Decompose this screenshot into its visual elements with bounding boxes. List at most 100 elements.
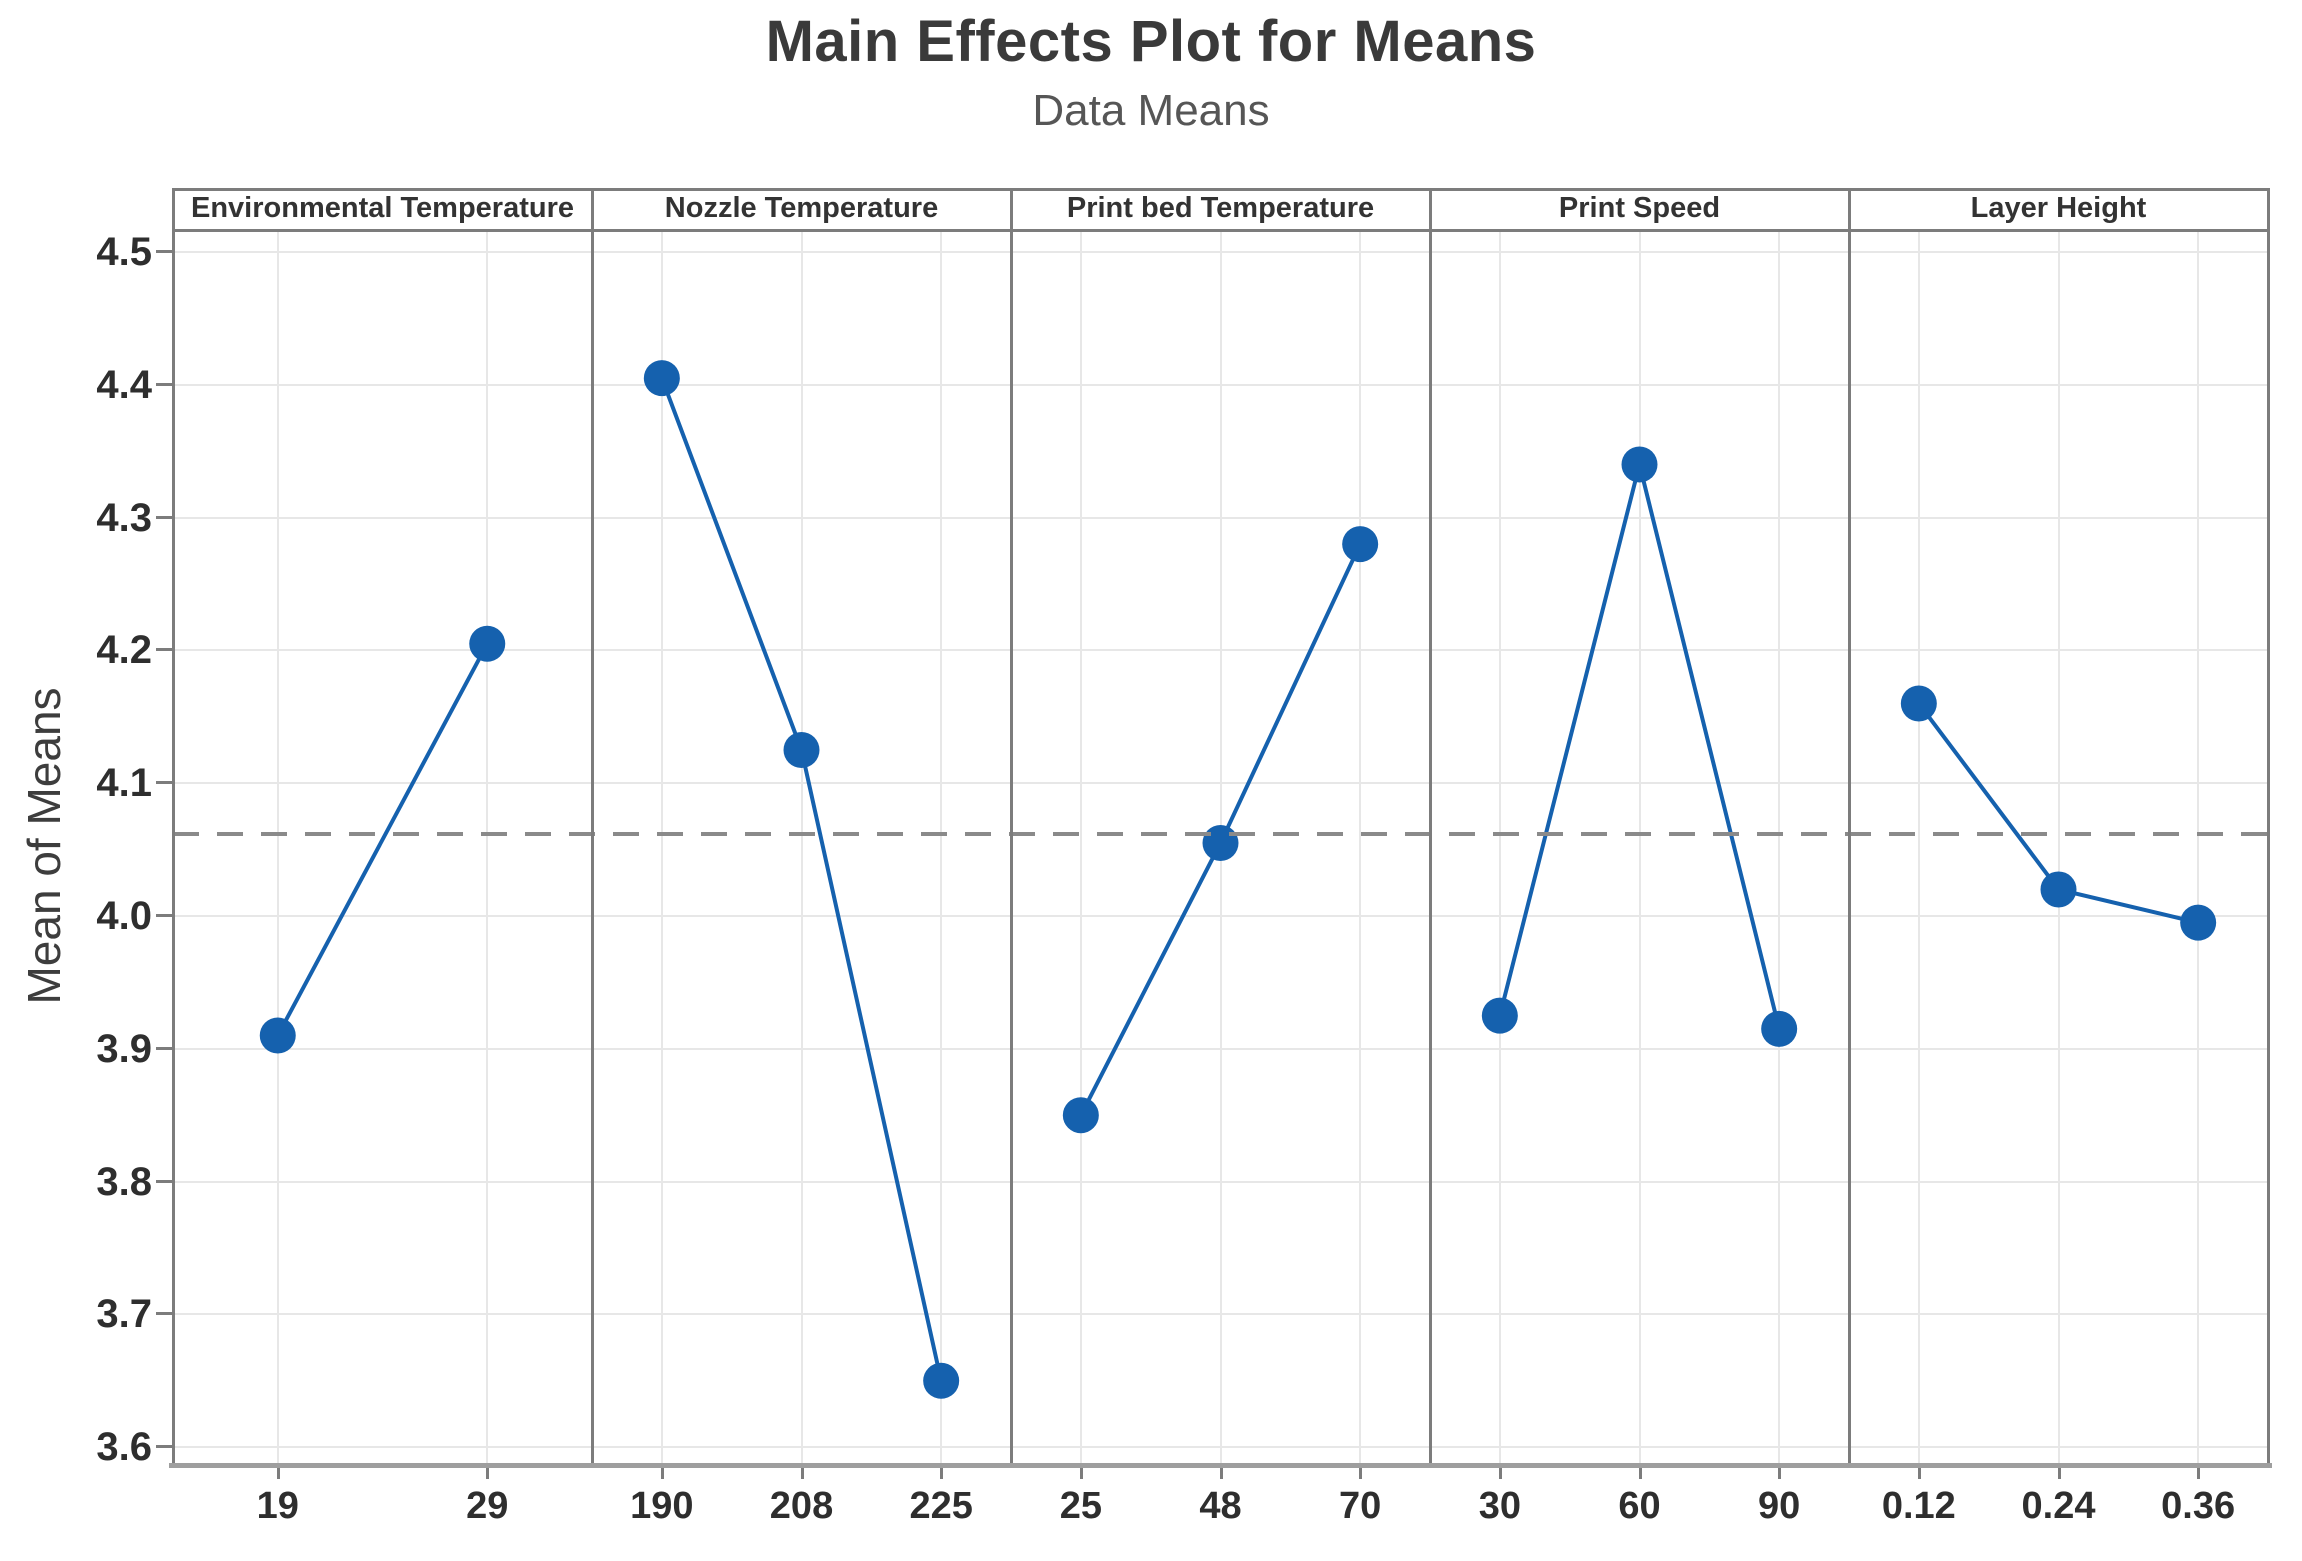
vertical-gridline	[1638, 229, 1641, 1463]
data-point-marker	[1062, 1097, 1099, 1134]
x-tick	[2057, 1463, 2061, 1479]
panel-border	[1428, 188, 1432, 1463]
panel-series	[1062, 526, 1379, 1134]
y-tick-label: 4.2	[96, 628, 152, 673]
y-tick-label: 3.6	[96, 1425, 152, 1470]
data-point-marker	[1481, 997, 1518, 1034]
x-tick	[1917, 1463, 1921, 1479]
y-tick-label: 4.5	[96, 230, 152, 274]
vertical-gridline	[940, 229, 943, 1463]
panel-header: Print bed Temperature	[1066, 192, 1375, 224]
y-tick-label: 4.0	[96, 894, 152, 938]
data-point-marker	[1202, 824, 1239, 861]
panel-header: Environmental Temperature	[190, 192, 574, 224]
vertical-gridline	[1917, 229, 1920, 1463]
data-point-marker	[923, 1362, 960, 1399]
y-tick	[156, 250, 173, 253]
vertical-gridline	[1079, 229, 1082, 1463]
x-tick-label: 48	[1199, 1485, 1242, 1527]
vertical-gridline	[1498, 229, 1501, 1463]
x-tick-label: 29	[466, 1485, 509, 1527]
panel-series	[1900, 685, 2217, 941]
mean-reference-line	[173, 831, 2268, 836]
y-tick	[156, 648, 173, 652]
y-tick-label: 4.1	[96, 761, 152, 806]
x-tick-label: 90	[1758, 1485, 1801, 1527]
data-point-marker	[643, 360, 680, 397]
x-tick	[660, 1463, 664, 1479]
data-point-marker	[2180, 904, 2217, 941]
panel-border	[2266, 188, 2270, 1463]
series-line	[1497, 463, 1782, 1030]
vertical-gridline	[1778, 229, 1781, 1463]
y-tick	[156, 382, 173, 386]
panel-series	[1481, 446, 1798, 1047]
y-tick	[156, 1312, 173, 1316]
data-point-marker	[1342, 526, 1379, 563]
x-tick-label: 30	[1478, 1485, 1521, 1527]
x-tick	[1219, 1463, 1223, 1479]
x-tick-label: 225	[909, 1485, 973, 1527]
y-tick	[156, 515, 173, 519]
x-tick-label: 0.36	[2161, 1485, 2236, 1527]
x-tick-label: 0.24	[2021, 1485, 2096, 1527]
x-tick-label: 208	[769, 1485, 834, 1527]
x-tick-label: 70	[1339, 1485, 1382, 1527]
x-tick	[1638, 1463, 1642, 1479]
y-tick	[156, 914, 173, 917]
panel-header: Print Speed	[1558, 192, 1721, 224]
vertical-gridline	[2197, 229, 2200, 1463]
y-tick-label: 4.3	[96, 495, 152, 540]
x-tick	[276, 1463, 280, 1479]
x-tick-label: 25	[1059, 1485, 1102, 1527]
vertical-gridline	[800, 229, 803, 1463]
panel-border	[1847, 188, 1851, 1463]
x-tick-label: 60	[1618, 1485, 1661, 1527]
y-tick-label: 3.7	[96, 1292, 152, 1337]
data-point-marker	[1761, 1010, 1798, 1047]
data-point-marker	[783, 732, 820, 768]
x-tick	[1498, 1463, 1502, 1479]
vertical-gridline	[660, 229, 663, 1463]
x-tick	[2197, 1463, 2201, 1479]
x-tick	[1778, 1463, 1782, 1479]
y-tick-label: 3.9	[96, 1026, 152, 1071]
panel-series	[259, 625, 506, 1054]
data-point-marker	[2040, 871, 2077, 908]
y-tick-label: 4.4	[96, 362, 152, 407]
series-line	[659, 377, 944, 1382]
vertical-gridline	[276, 229, 279, 1463]
panel-border	[590, 188, 594, 1463]
panel-border	[1009, 188, 1013, 1463]
header-bottom-border	[172, 229, 2269, 232]
data-point-marker	[1621, 446, 1658, 483]
chart-subtitle: Data Means	[1032, 86, 1270, 135]
plot-top-border	[172, 188, 2269, 191]
vertical-gridline	[486, 229, 489, 1463]
y-tick	[156, 1046, 173, 1050]
panel-border	[171, 188, 175, 1463]
x-tick-label: 19	[256, 1485, 299, 1527]
data-point-marker	[469, 625, 506, 662]
x-tick-label: 190	[630, 1485, 694, 1527]
vertical-gridline	[2057, 229, 2060, 1463]
x-tick	[800, 1463, 804, 1479]
panel-header: Nozzle Temperature	[664, 192, 939, 224]
x-tick-label: 0.12	[1881, 1485, 1956, 1527]
panel-series	[643, 360, 960, 1399]
y-tick-label: 3.8	[96, 1159, 152, 1204]
y-tick	[156, 1445, 173, 1449]
panel-header: Layer Height	[1970, 192, 2147, 224]
x-tick	[940, 1463, 944, 1479]
vertical-gridline	[1359, 229, 1362, 1463]
data-point-marker	[1900, 685, 1937, 722]
x-tick	[486, 1463, 490, 1479]
x-axis-line	[169, 1463, 2272, 1468]
y-tick	[156, 781, 173, 785]
series-line	[275, 642, 490, 1037]
chart-title: Main Effects Plot for Means	[765, 9, 1537, 74]
x-tick	[1359, 1463, 1363, 1479]
x-tick	[1079, 1463, 1083, 1479]
